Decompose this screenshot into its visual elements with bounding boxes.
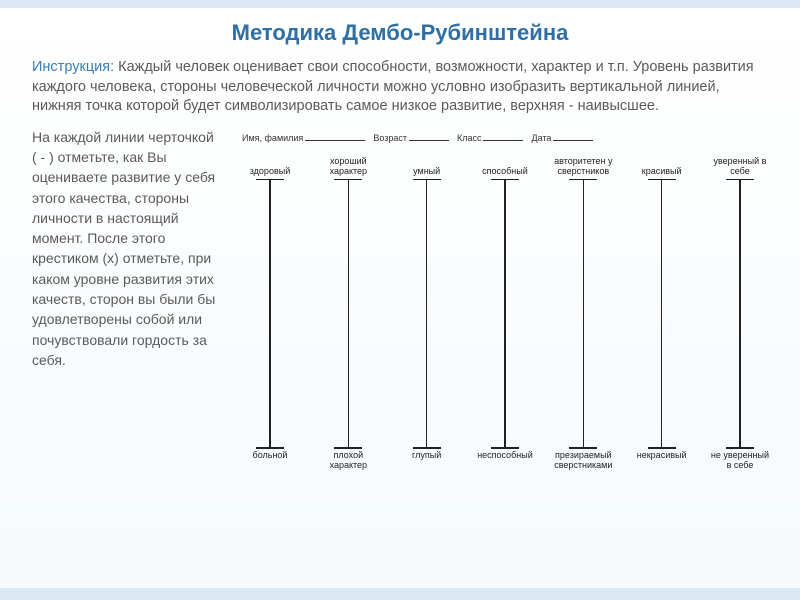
scale-line[interactable] [647, 179, 677, 449]
scale-cap-bottom [648, 447, 676, 449]
scale-top-label: авторитетен у сверстников [551, 153, 615, 177]
scale-bottom-label: больной [253, 451, 288, 475]
scale-bottom-label: презираемый сверстниками [551, 451, 615, 475]
instruction-body: Каждый человек оценивает свои способност… [32, 59, 754, 114]
main-area: На каждой линии черточкой ( - ) отметьте… [0, 127, 800, 483]
date-underline [553, 131, 593, 141]
scale-column: умный глупый [395, 153, 459, 483]
scale-bottom-label: глупый [412, 451, 441, 475]
name-label: Имя, фамилия [242, 133, 303, 143]
scale-line[interactable] [255, 179, 285, 449]
scale-vertical[interactable] [739, 180, 741, 447]
scale-cap-bottom [413, 447, 441, 449]
scale-cap-bottom [726, 447, 754, 449]
scale-vertical[interactable] [661, 180, 663, 447]
scale-vertical[interactable] [583, 180, 585, 447]
class-underline [483, 131, 523, 141]
age-field: Возраст [373, 131, 449, 143]
scale-column: способный неспособный [473, 153, 537, 483]
scale-line[interactable] [490, 179, 520, 449]
scale-line[interactable] [333, 179, 363, 449]
scale-line[interactable] [568, 179, 598, 449]
scale-column: хороший характер плохой характер [316, 153, 380, 483]
scale-bottom-label: неспособный [477, 451, 533, 475]
class-field: Класс [457, 131, 524, 143]
scale-top-label: умный [413, 153, 440, 177]
left-instruction: На каждой линии черточкой ( - ) отметьте… [32, 127, 222, 483]
class-label: Класс [457, 133, 482, 143]
scale-cap-bottom [256, 447, 284, 449]
scale-vertical[interactable] [426, 180, 428, 447]
instruction-block: Инструкция: Каждый человек оценивает сво… [0, 54, 800, 127]
scale-top-label: здоровый [250, 153, 290, 177]
scale-line[interactable] [725, 179, 755, 449]
scale-cap-bottom [569, 447, 597, 449]
scale-bottom-label: плохой характер [316, 451, 380, 475]
scale-cap-bottom [334, 447, 362, 449]
scale-vertical[interactable] [269, 180, 271, 447]
scale-top-label: способный [482, 153, 528, 177]
scale-column: красивый некрасивый [630, 153, 694, 483]
date-field: Дата [531, 131, 593, 143]
scale-cap-bottom [491, 447, 519, 449]
scale-top-label: красивый [642, 153, 682, 177]
scale-line[interactable] [412, 179, 442, 449]
scale-column: уверенный в себе не уверенный в себе [708, 153, 772, 483]
scale-column: здоровый больной [238, 153, 302, 483]
scale-vertical[interactable] [348, 180, 350, 447]
name-underline [305, 131, 365, 141]
scales-container: здоровый больной хороший характер плохой ха… [234, 153, 776, 483]
date-label: Дата [531, 133, 551, 143]
instruction-lead: Инструкция: [32, 59, 114, 75]
scale-top-label: хороший характер [316, 153, 380, 177]
scale-column: авторитетен у сверстников презираемый све… [551, 153, 615, 483]
scale-bottom-label: некрасивый [637, 451, 687, 475]
age-label: Возраст [373, 133, 407, 143]
age-underline [409, 131, 449, 141]
right-panel: Имя, фамилия Возраст Класс Дата здоровый… [234, 127, 776, 483]
name-field: Имя, фамилия [242, 131, 365, 143]
page-title: Методика Дембо-Рубинштейна [0, 8, 800, 54]
scale-bottom-label: не уверенный в себе [708, 451, 772, 475]
form-row: Имя, фамилия Возраст Класс Дата [234, 127, 776, 153]
scale-vertical[interactable] [504, 180, 506, 447]
scale-top-label: уверенный в себе [708, 153, 772, 177]
